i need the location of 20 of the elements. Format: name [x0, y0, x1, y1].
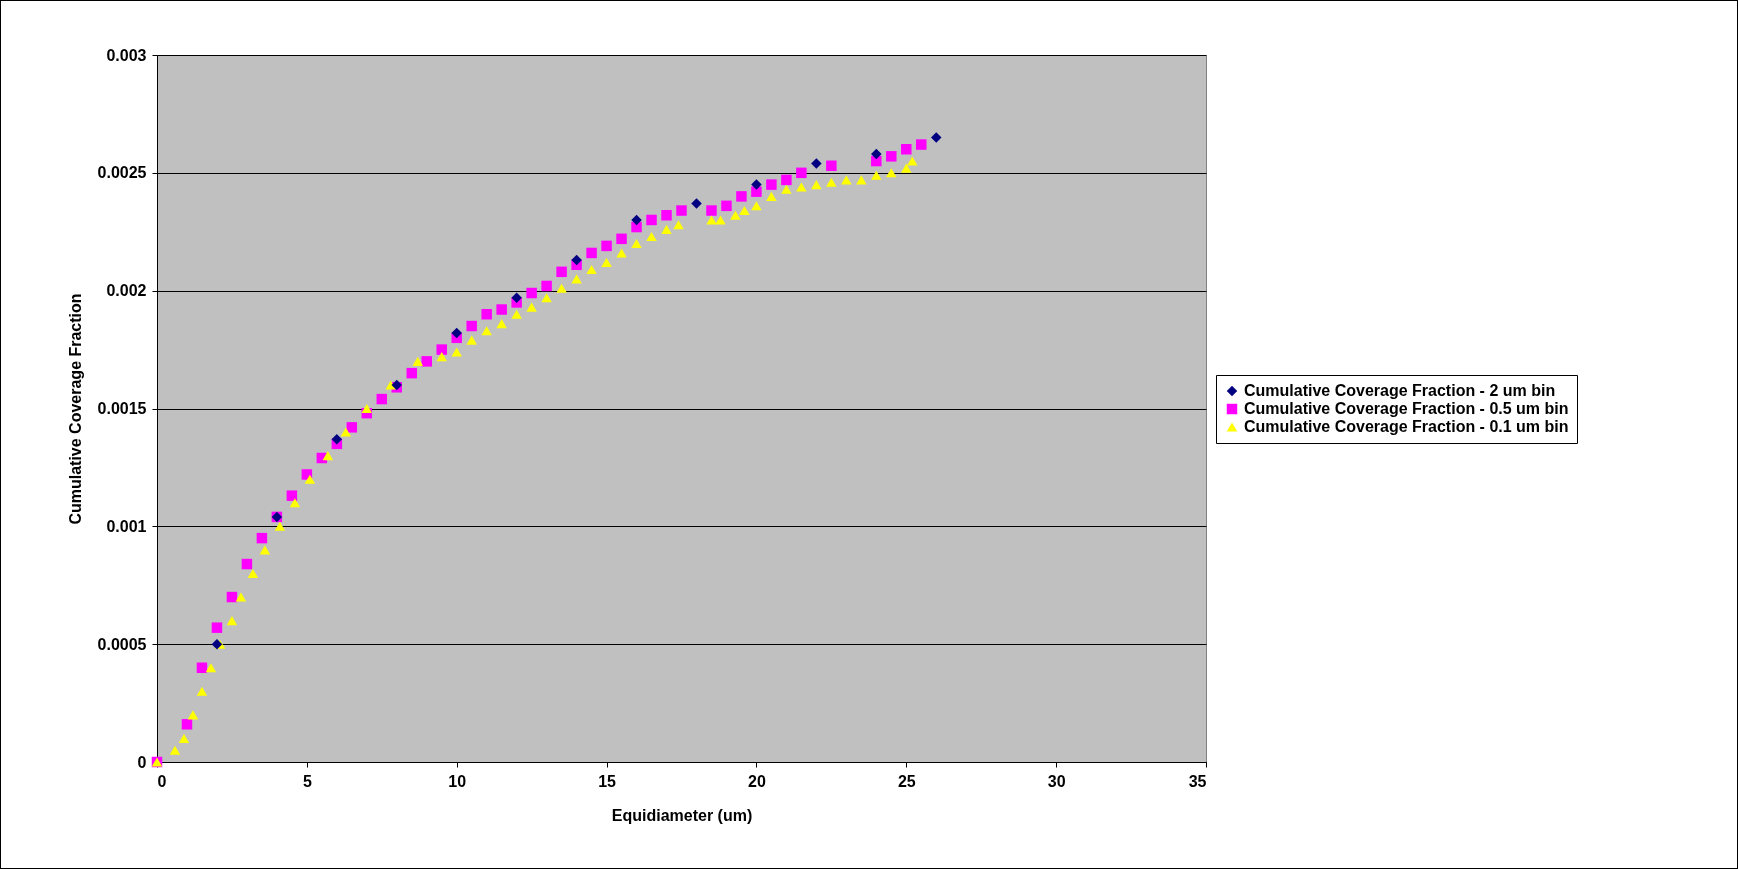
x-tick-label: 15	[598, 772, 617, 790]
x-tick-label: 30	[1047, 772, 1066, 790]
x-tick-label: 35	[1188, 772, 1207, 790]
legend-label: Cumulative Coverage Fraction - 0.5 um bin	[1244, 400, 1569, 417]
y-tick-label: 0.003	[106, 46, 147, 64]
y-tick-label: 0.001	[106, 517, 147, 535]
x-tick-label: 0	[157, 772, 167, 790]
x-tick-label: 5	[302, 772, 312, 790]
y-tick-label: 0	[137, 753, 147, 771]
y-tick-label: 0.0025	[97, 164, 147, 182]
y-tick-label: 0.0015	[97, 400, 147, 417]
y-tick-label: 0.0005	[97, 635, 147, 653]
y-tick-label: 0.002	[106, 282, 147, 300]
x-tick-label: 25	[897, 772, 916, 790]
y-axis-title: Cumulative Coverage Fraction	[66, 293, 84, 525]
legend-label: Cumulative Coverage Fraction - 0.1 um bin	[1244, 418, 1569, 435]
x-axis-title: Equidiameter (um)	[611, 806, 753, 824]
x-tick-label: 10	[448, 772, 467, 790]
legend-label: Cumulative Coverage Fraction - 2 um bin	[1244, 382, 1556, 399]
x-tick-label: 20	[748, 772, 766, 790]
